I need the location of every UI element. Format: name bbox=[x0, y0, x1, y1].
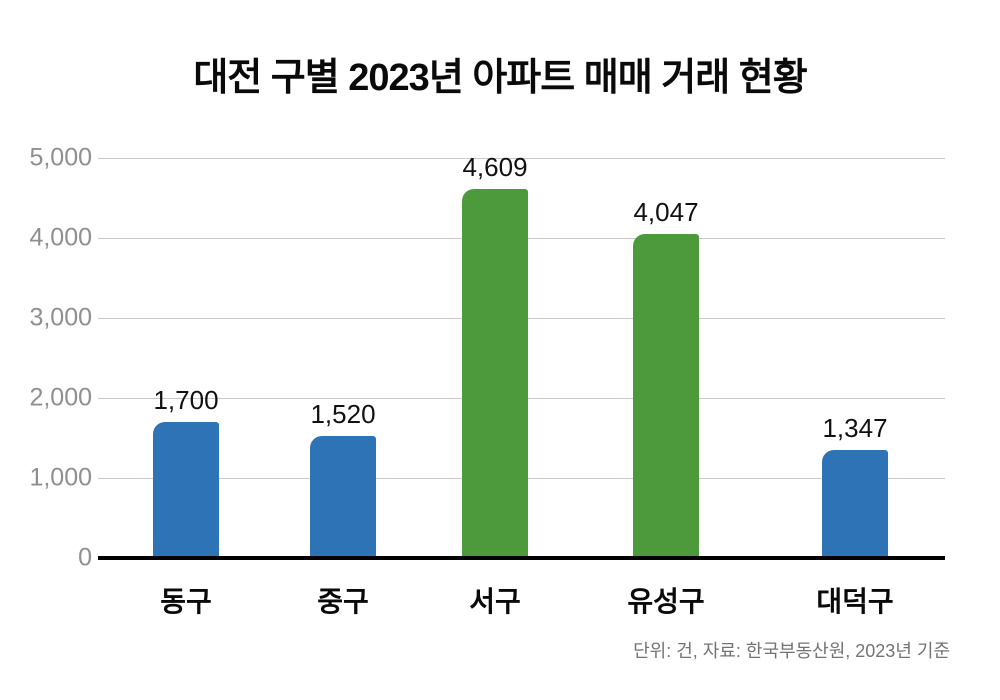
x-category-label: 중구 bbox=[317, 586, 369, 617]
source-note: 단위: 건, 자료: 한국부동산원, 2023년 기준 bbox=[633, 641, 950, 661]
bar-중구 bbox=[310, 436, 376, 558]
gridline bbox=[98, 158, 945, 159]
x-axis-line bbox=[98, 556, 945, 560]
y-tick-label: 4,000 bbox=[29, 223, 92, 252]
bar-value-label: 1,520 bbox=[310, 399, 376, 430]
y-tick-label: 0 bbox=[78, 543, 92, 572]
y-tick-label: 3,000 bbox=[29, 303, 92, 332]
bar-value-label: 4,047 bbox=[633, 197, 699, 228]
bar-유성구 bbox=[633, 234, 699, 558]
y-tick-label: 2,000 bbox=[29, 383, 92, 412]
x-category-label: 대덕구 bbox=[816, 586, 894, 617]
bar-value-label: 1,700 bbox=[153, 385, 219, 415]
x-category-label: 동구 bbox=[160, 586, 212, 617]
x-category-label: 서구 bbox=[469, 586, 521, 617]
y-tick-label: 5,000 bbox=[29, 143, 92, 172]
bar-동구 bbox=[153, 422, 219, 558]
chart-title: 대전 구별 2023년 아파트 매매 거래 현황 bbox=[193, 57, 807, 99]
bar-서구 bbox=[462, 189, 528, 558]
bar-value-label: 1,347 bbox=[822, 413, 888, 444]
bar-value-label: 4,609 bbox=[462, 152, 528, 183]
y-tick-label: 1,000 bbox=[29, 463, 92, 492]
x-category-label: 유성구 bbox=[627, 586, 705, 617]
bar-대덕구 bbox=[822, 450, 888, 558]
